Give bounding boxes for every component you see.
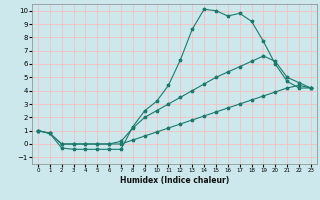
X-axis label: Humidex (Indice chaleur): Humidex (Indice chaleur): [120, 176, 229, 185]
